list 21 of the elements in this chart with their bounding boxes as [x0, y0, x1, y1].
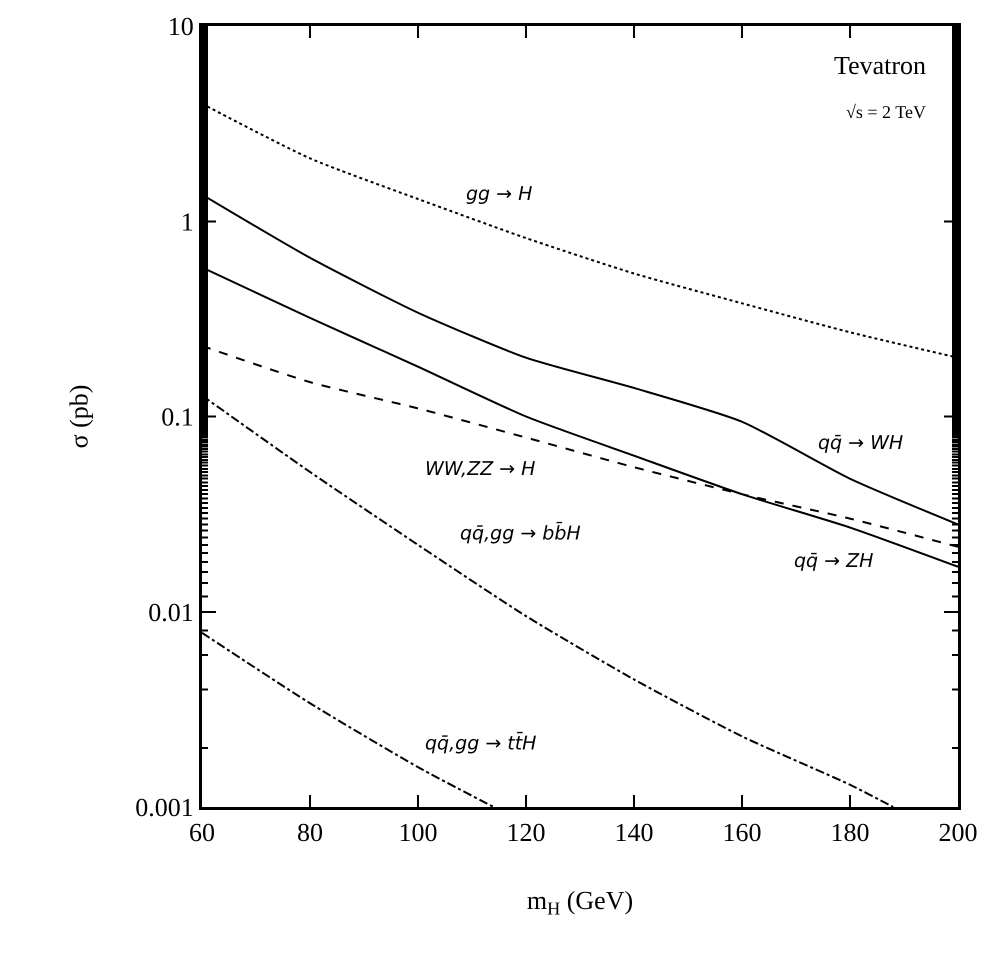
y-tick-label: 1 — [180, 207, 194, 236]
series-label: gg → H — [466, 183, 532, 205]
y-tick-label: 0.01 — [148, 598, 194, 627]
x-tick-label: 200 — [938, 818, 978, 848]
y-tick-label: 0.1 — [161, 402, 194, 432]
annotation: Tevatron — [834, 51, 926, 80]
y-axis-title: σ (pb) — [64, 384, 94, 448]
series-label: qq̄,gg → bb̄H — [460, 521, 581, 544]
x-tick-label: 160 — [722, 818, 762, 848]
series-label: qq̄ → WH — [818, 432, 904, 454]
x-tick-label: 140 — [614, 818, 654, 848]
x-tick-label: 120 — [506, 818, 546, 848]
series-label: qq̄ → ZH — [794, 550, 874, 572]
series-label: qq̄,gg → tt̄H — [425, 731, 536, 754]
annotation: √s = 2 TeV — [846, 102, 926, 122]
x-tick-label: 80 — [297, 818, 323, 848]
x-tick-label: 100 — [398, 818, 438, 848]
y-tick-label: 10 — [168, 12, 194, 42]
x-tick-label: 180 — [830, 818, 870, 848]
x-axis-title: m$_{H}$ (GeV) — [526, 886, 634, 918]
series-label: WW,ZZ → H — [425, 458, 536, 480]
